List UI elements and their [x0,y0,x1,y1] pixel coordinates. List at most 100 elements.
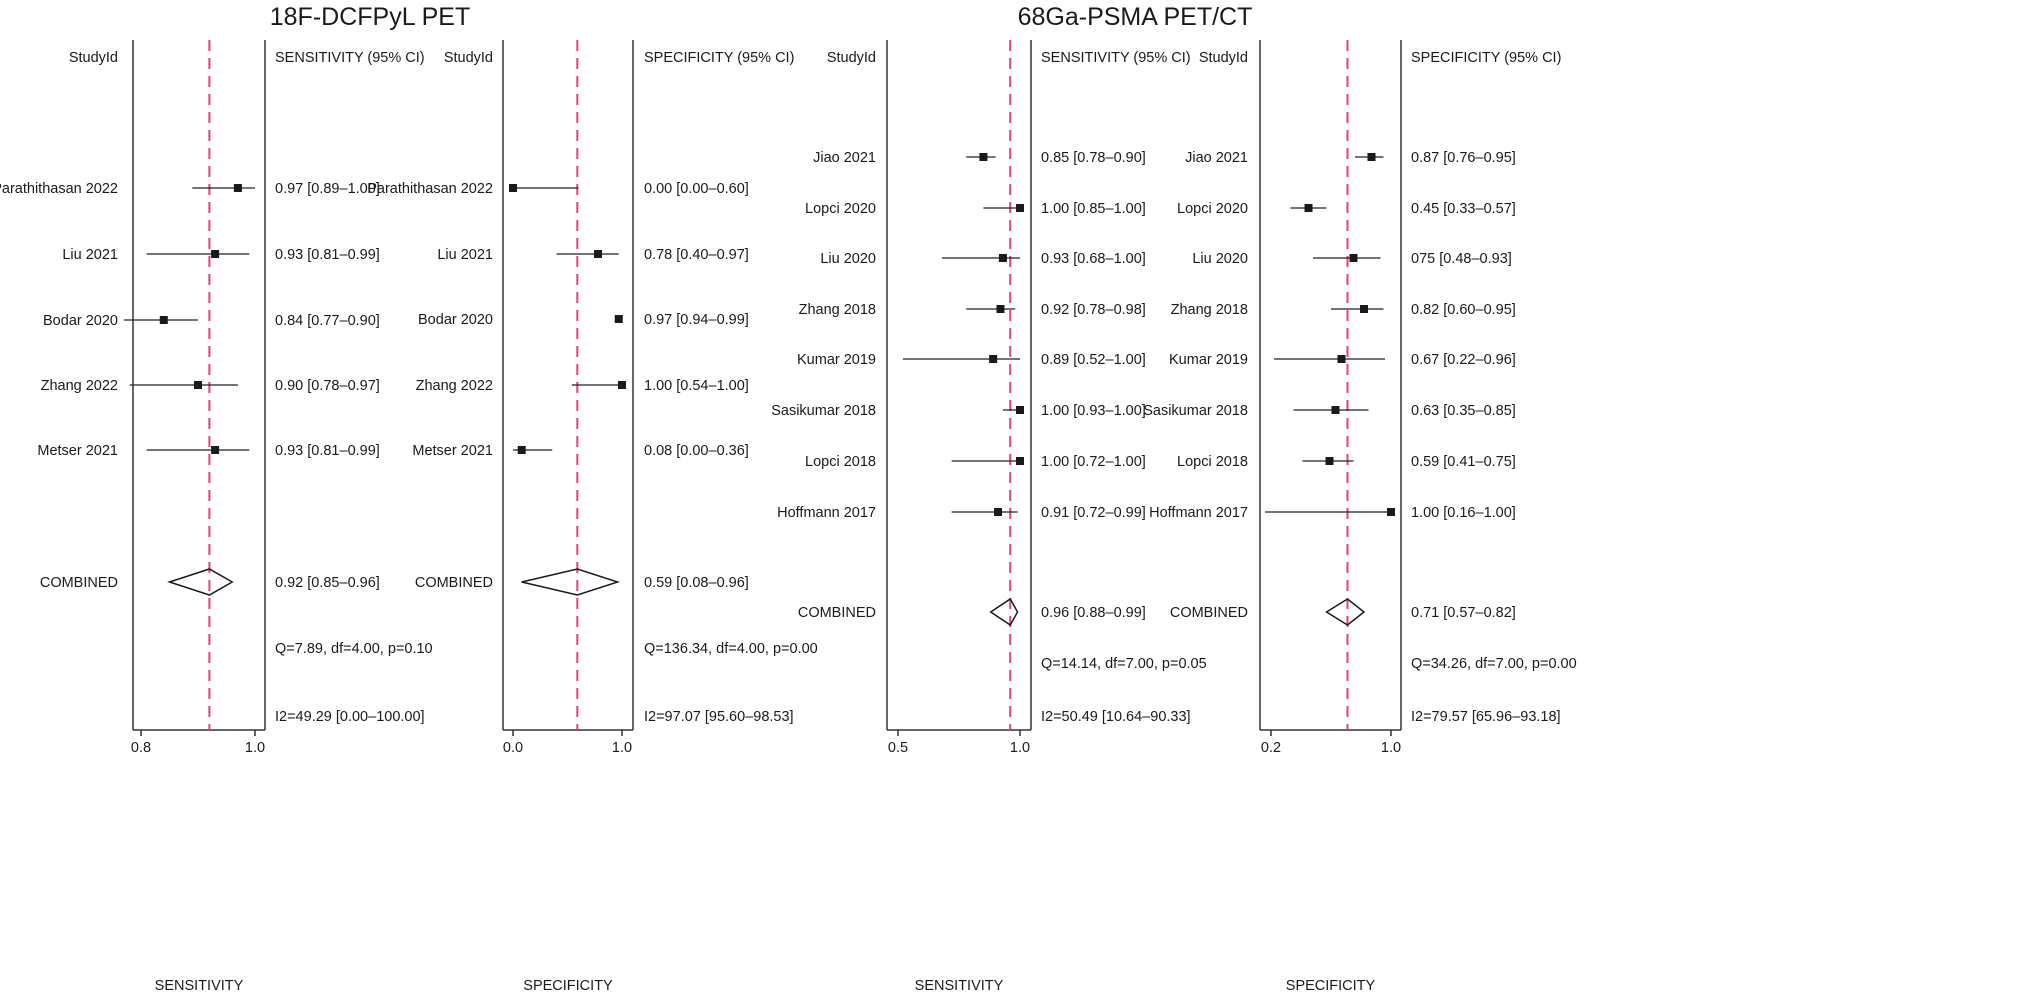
panel-4-x-axis-title: SPECIFICITY [1286,978,1376,994]
panel-1-tick-label-1: 0.8 [131,740,151,756]
panel-3-heterogeneity-q: Q=14.14, df=7.00, p=0.05 [1041,656,1207,672]
panel-4-ci-label-7: 0.59 [0.41–0.75] [1411,454,1516,470]
panel-4-ci-label-1: 0.87 [0.76–0.95] [1411,150,1516,166]
panel-1-point-estimate-1 [233,184,242,192]
panel-4-point-estimate-7 [1325,457,1334,465]
panel-1-ci-label-3: 0.84 [0.77–0.90] [275,313,380,329]
panel-1-tick-label-2: 1.0 [245,740,265,756]
panel-4-ci-label-8: 1.00 [0.16–1.00] [1411,505,1516,521]
panel-3-ci-header: SENSITIVITY (95% CI) [1041,50,1191,66]
panel-2-point-estimate-4 [618,381,626,389]
panel-1-ci-label-2: 0.93 [0.81–0.99] [275,247,380,263]
panel-4-combined-label: COMBINED [1170,605,1248,621]
panel-3-x-axis-title: SENSITIVITY [915,978,1004,994]
panel-3-point-estimate-3 [998,254,1007,262]
panel-1-point-estimate-5 [211,446,220,454]
panel-4-point-estimate-3 [1349,254,1358,262]
panel-3-study-name-5: Kumar 2019 [797,352,876,368]
panel-4-point-estimate-8 [1387,508,1395,516]
panel-1-study-name-5: Metser 2021 [37,443,118,459]
panel-2-ci-label-4: 1.00 [0.54–1.00] [644,378,749,394]
panel-2-ci-label-2: 0.78 [0.40–0.97] [644,247,749,263]
panel-2-point-estimate-2 [594,250,603,258]
panel-3-point-estimate-2 [1016,204,1024,212]
panel-3-tick-label-2: 1.0 [1010,740,1030,756]
panel-3-study-name-8: Hoffmann 2017 [777,505,876,521]
panel-3-tick-label-1: 0.5 [888,740,908,756]
panel-1-ci-label-1: 0.97 [0.89–1.00] [275,181,380,197]
panel-3-study-header: StudyId [827,50,876,66]
panel-3-ci-label-2: 1.00 [0.85–1.00] [1041,201,1146,217]
panel-3-point-estimate-4 [996,305,1005,313]
panel-4-ci-label-6: 0.63 [0.35–0.85] [1411,403,1516,419]
panel-4-heterogeneity-q: Q=34.26, df=7.00, p=0.00 [1411,656,1577,672]
panel-4-study-name-2: Lopci 2020 [1177,201,1248,217]
group-title-18f: 18F-DCFPyL PET [270,3,471,31]
panel-4-study-name-6: Sasikumar 2018 [1143,403,1248,419]
panel-2-point-estimate-5 [517,446,526,454]
panel-3-study-name-4: Zhang 2018 [799,302,876,318]
panel-3-study-name-7: Lopci 2018 [805,454,876,470]
panel-2-combined-ci-label: 0.59 [0.08–0.96] [644,575,749,591]
panel-2-ci-label-3: 0.97 [0.94–0.99] [644,312,749,328]
panel-2-ci-header: SPECIFICITY (95% CI) [644,50,794,66]
panel-1-ci-label-5: 0.93 [0.81–0.99] [275,443,380,459]
panel-2-study-name-3: Bodar 2020 [418,312,493,328]
panel-2-study-header: StudyId [444,50,493,66]
panel-2-combined-label: COMBINED [415,575,493,591]
panel-4-combined-diamond [1325,598,1366,626]
panel-3-ci-label-8: 0.91 [0.72–0.99] [1041,505,1146,521]
panel-1-study-name-3: Bodar 2020 [43,313,118,329]
panel-4-study-name-3: Liu 2020 [1192,251,1248,267]
panel-3-point-estimate-1 [979,153,988,161]
panel-2-point-estimate-1 [509,184,517,192]
panel-3-study-name-2: Lopci 2020 [805,201,876,217]
panel-4-study-header: StudyId [1199,50,1248,66]
panel-1-study-name-4: Zhang 2022 [41,378,118,394]
panel-1-heterogeneity-i2: I2=49.29 [0.00–100.00] [275,709,425,725]
panel-3-ci-label-1: 0.85 [0.78–0.90] [1041,150,1146,166]
panel-1-study-name-2: Liu 2021 [62,247,118,263]
panel-3-study-name-1: Jiao 2021 [813,150,876,166]
panel-4-tick-label-1: 0.2 [1261,740,1281,756]
panel-4-ci-label-5: 0.67 [0.22–0.96] [1411,352,1516,368]
panel-4-study-name-5: Kumar 2019 [1169,352,1248,368]
panel-2-x-axis-title: SPECIFICITY [523,978,613,994]
panel-1-x-axis-title: SENSITIVITY [155,978,244,994]
panel-3-ci-label-6: 1.00 [0.93–1.00] [1041,403,1146,419]
panel-2-combined-diamond [521,568,621,596]
panel-4-study-name-4: Zhang 2018 [1171,302,1248,318]
panel-2-point-estimate-3 [614,315,623,323]
panel-3-combined-label: COMBINED [798,605,876,621]
panel-2-heterogeneity-i2: I2=97.07 [95.60–98.53] [644,709,794,725]
panel-2-tick-label-1: 0.0 [503,740,523,756]
panel-4-ci-label-3: 075 [0.48–0.93] [1411,251,1512,267]
panel-3-point-estimate-8 [994,508,1003,516]
panel-4-heterogeneity-i2: I2=79.57 [65.96–93.18] [1411,709,1561,725]
panel-4-tick-label-2: 1.0 [1381,740,1401,756]
panel-1-ci-label-4: 0.90 [0.78–0.97] [275,378,380,394]
panel-4-point-estimate-1 [1367,153,1376,161]
panel-3-point-estimate-7 [1016,457,1024,465]
panel-4-point-estimate-5 [1337,355,1346,363]
panel-1-point-estimate-4 [194,381,202,389]
panel-2-study-name-2: Liu 2021 [437,247,493,263]
panel-1-combined-label: COMBINED [40,575,118,591]
panel-4-point-estimate-2 [1304,204,1313,212]
panel-2-ci-label-1: 0.00 [0.00–0.60] [644,181,749,197]
panel-4-combined-ci-label: 0.71 [0.57–0.82] [1411,605,1516,621]
panel-1-point-estimate-3 [159,316,168,324]
panel-4-ci-header: SPECIFICITY (95% CI) [1411,50,1561,66]
panel-2-study-name-4: Zhang 2022 [416,378,493,394]
panel-3-ci-label-7: 1.00 [0.72–1.00] [1041,454,1146,470]
panel-2-heterogeneity-q: Q=136.34, df=4.00, p=0.00 [644,641,818,657]
panel-3-ci-label-3: 0.93 [0.68–1.00] [1041,251,1146,267]
panel-1-study-name-1: Parathithasan 2022 [0,181,118,197]
panel-4-point-estimate-4 [1360,305,1368,313]
panel-3-heterogeneity-i2: I2=50.49 [10.64–90.33] [1041,709,1191,725]
panel-4-study-name-8: Hoffmann 2017 [1149,505,1248,521]
panel-1-combined-diamond [167,568,234,596]
panel-4-study-name-7: Lopci 2018 [1177,454,1248,470]
